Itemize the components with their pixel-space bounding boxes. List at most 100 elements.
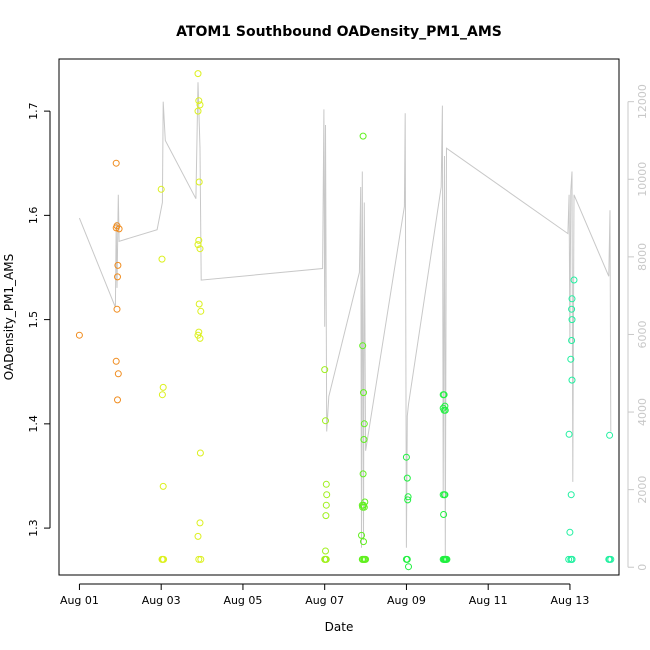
data-point xyxy=(196,101,204,109)
y-tick-label: 1.7 xyxy=(27,102,40,120)
data-point xyxy=(196,449,204,457)
data-point xyxy=(565,555,573,563)
data-point xyxy=(194,241,202,249)
data-point xyxy=(158,255,166,263)
plot-frame xyxy=(58,58,620,576)
data-point xyxy=(322,555,330,563)
data-point xyxy=(360,503,368,511)
x-tick-label: Aug 13 xyxy=(550,594,589,607)
data-point xyxy=(112,357,120,365)
data-point xyxy=(321,366,329,374)
data-point xyxy=(607,555,615,563)
data-point xyxy=(402,555,410,563)
data-point xyxy=(567,355,575,363)
data-point xyxy=(197,555,205,563)
data-point xyxy=(195,555,203,563)
data-point xyxy=(195,328,203,336)
data-point xyxy=(159,383,167,391)
data-point xyxy=(158,391,166,399)
y-tick-label: 1.4 xyxy=(27,415,40,433)
data-point xyxy=(322,512,330,520)
data-point xyxy=(404,496,412,504)
y2-tick-label: 2000 xyxy=(636,476,649,504)
data-point xyxy=(112,224,120,232)
data-point xyxy=(194,70,202,78)
data-point xyxy=(441,402,449,410)
data-point xyxy=(568,316,576,324)
data-point xyxy=(606,431,614,439)
data-point xyxy=(197,307,205,315)
data-point xyxy=(359,470,367,478)
data-point xyxy=(565,430,573,438)
y-axis-label: OADensity_PM1_AMS xyxy=(2,254,16,380)
data-point xyxy=(405,563,412,571)
point-series xyxy=(75,70,615,571)
data-point xyxy=(359,342,367,350)
data-point xyxy=(113,305,121,313)
data-point xyxy=(322,547,329,555)
axes: Aug 01 Aug 03 Aug 05 Aug 07 Aug 09 Aug 11 Aug … xyxy=(27,84,649,607)
x-axis-label: Date xyxy=(325,620,354,634)
data-point xyxy=(195,178,203,186)
data-point xyxy=(115,225,123,233)
data-point xyxy=(112,159,120,167)
data-point xyxy=(196,334,204,342)
series-line xyxy=(78,82,612,556)
data-point xyxy=(196,245,204,253)
data-point xyxy=(567,491,575,499)
data-point xyxy=(159,482,167,490)
data-point xyxy=(440,391,448,399)
data-point xyxy=(402,453,410,461)
data-point xyxy=(441,406,449,414)
data-point xyxy=(114,273,121,281)
data-point xyxy=(322,480,330,488)
data-point xyxy=(568,337,576,344)
data-point xyxy=(359,132,367,140)
x-tick-label: Aug 03 xyxy=(142,594,181,607)
data-point xyxy=(360,389,367,397)
x-tick-label: Aug 09 xyxy=(387,594,426,607)
data-point xyxy=(568,305,576,313)
data-point xyxy=(114,396,121,404)
x-tick-label: Aug 07 xyxy=(305,594,344,607)
data-point xyxy=(114,261,122,269)
x-tick-label: Aug 01 xyxy=(60,594,99,607)
data-point xyxy=(196,519,204,527)
y2-tick-label: 0 xyxy=(636,564,649,571)
data-point xyxy=(570,276,578,284)
x-tick-label: Aug 11 xyxy=(469,594,508,607)
data-point xyxy=(568,555,576,563)
chart-title: ATOM1 Southbound OADensity_PM1_AMS xyxy=(176,24,502,40)
data-point xyxy=(195,300,203,308)
data-point xyxy=(441,555,449,563)
x-tick-label: Aug 05 xyxy=(223,594,262,607)
data-point xyxy=(441,491,449,499)
data-point xyxy=(75,331,83,339)
data-point xyxy=(194,107,202,115)
data-point xyxy=(360,538,367,546)
y2-tick-label: 8000 xyxy=(636,243,649,271)
data-point xyxy=(322,501,330,509)
data-point xyxy=(443,555,451,563)
y2-tick-label: 4000 xyxy=(636,398,649,426)
data-point xyxy=(322,417,329,425)
y-tick-label: 1.6 xyxy=(27,207,40,225)
data-point xyxy=(440,511,448,518)
data-point xyxy=(360,420,368,428)
y-tick-label: 1.5 xyxy=(27,311,40,329)
data-point xyxy=(403,474,411,482)
data-point xyxy=(568,376,576,384)
line-series xyxy=(78,82,612,556)
data-point xyxy=(323,491,331,499)
data-point xyxy=(404,493,412,501)
data-point xyxy=(358,531,365,539)
data-point xyxy=(114,370,122,378)
data-point xyxy=(360,555,368,563)
data-point xyxy=(195,236,203,244)
y2-tick-label: 12000 xyxy=(636,84,649,119)
data-point xyxy=(194,532,202,540)
data-point xyxy=(360,436,368,443)
data-point xyxy=(566,528,574,536)
y2-tick-label: 6000 xyxy=(636,320,649,348)
